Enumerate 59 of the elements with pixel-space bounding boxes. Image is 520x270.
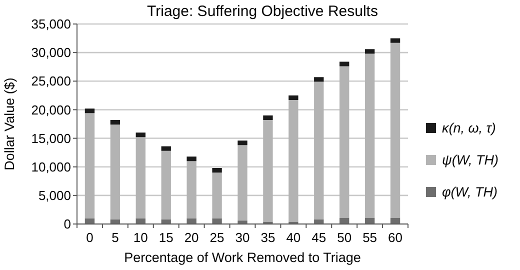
bar (340, 62, 350, 66)
bar (263, 115, 273, 120)
x-tick-label: 60 (388, 230, 403, 245)
bar (136, 137, 146, 218)
bar (212, 218, 222, 224)
bar (364, 49, 375, 54)
x-tick-label: 15 (158, 230, 174, 245)
legend-label: ψ(W, TH) (442, 152, 499, 168)
bar (390, 42, 400, 218)
legend-label: κ(n, ω, τ) (442, 120, 496, 136)
x-tick-label: 45 (312, 230, 326, 245)
x-tick-label: 30 (235, 230, 250, 245)
y-tick-label: 0 (64, 216, 71, 232)
x-tick-label: 40 (286, 230, 301, 245)
x-tick-label: 50 (337, 230, 352, 245)
bar (212, 168, 222, 173)
bar (110, 124, 120, 220)
bar (136, 132, 146, 138)
bar (390, 218, 400, 224)
y-axis-title: Dollar Value ($) (2, 78, 17, 170)
x-tick-label: 10 (133, 230, 148, 245)
y-tick-label: 10,000 (31, 159, 71, 174)
bar (186, 156, 196, 162)
bar (238, 220, 248, 224)
y-tick-label: 25,000 (31, 74, 71, 89)
bar (263, 120, 273, 222)
bar (314, 82, 324, 220)
bar (314, 77, 324, 82)
bar (110, 120, 120, 125)
bar (161, 150, 171, 220)
x-tick-label: 20 (184, 230, 199, 245)
bar (288, 95, 298, 100)
y-tick-label: 15,000 (31, 130, 71, 146)
x-tick-label: 25 (210, 230, 224, 245)
bar (288, 100, 298, 222)
bar (340, 218, 350, 224)
bar (390, 38, 400, 43)
x-axis-title: Percentage of Work Removed to Triage (124, 250, 361, 265)
chart-title: Triage: Suffering Objective Results (147, 3, 378, 20)
bar (161, 146, 171, 151)
y-tick-label: 35,000 (31, 16, 71, 32)
bar (364, 218, 375, 224)
legend-label: φ(W, TH) (442, 184, 498, 200)
bar (84, 113, 95, 218)
bar (84, 108, 95, 114)
x-tick-label: 0 (86, 230, 94, 245)
bar (212, 172, 222, 218)
x-tick-label: 35 (260, 230, 276, 245)
y-tick-label: 5,000 (38, 188, 71, 203)
x-tick-label: 55 (362, 230, 378, 245)
bar (364, 54, 375, 218)
bar (238, 140, 248, 146)
bar (238, 145, 248, 221)
y-tick-label: 20,000 (31, 102, 71, 118)
bar (340, 66, 350, 218)
bar (186, 161, 196, 218)
y-tick-label: 30,000 (31, 45, 71, 60)
x-tick-label: 5 (112, 230, 119, 245)
bar (186, 218, 196, 224)
